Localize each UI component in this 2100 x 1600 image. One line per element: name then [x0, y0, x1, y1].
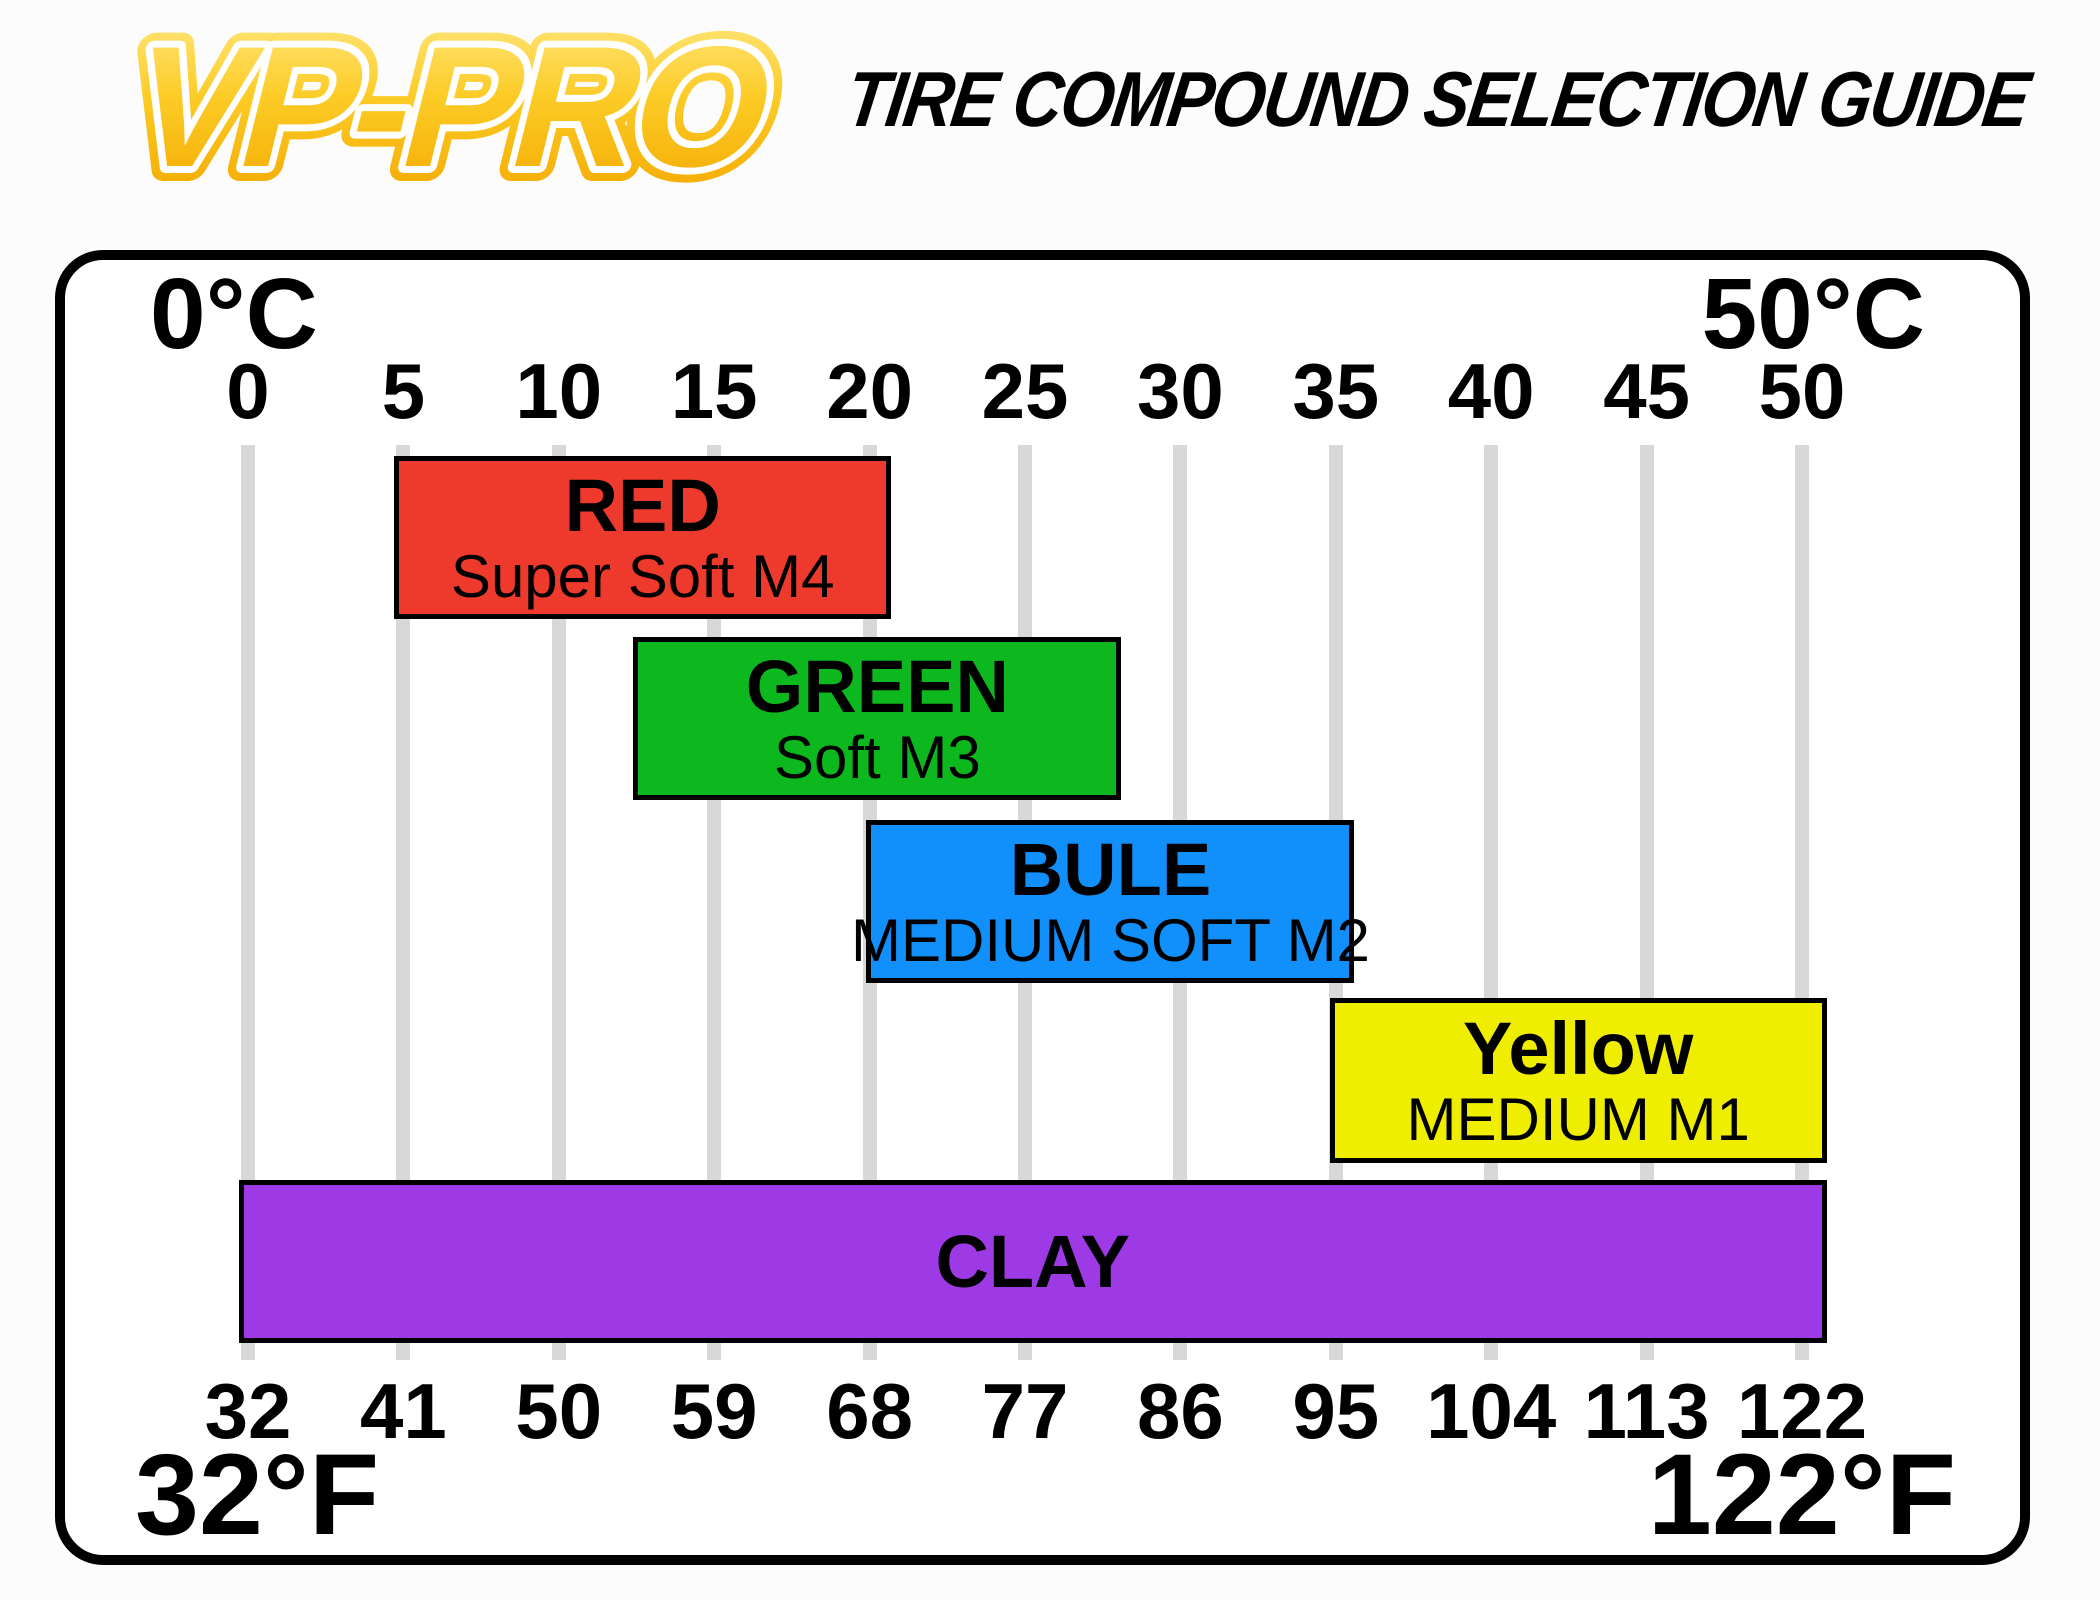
bar-name: BULE	[1009, 828, 1212, 912]
celsius-tick-label: 50	[1758, 347, 1846, 435]
fahrenheit-tick-label: 41	[360, 1367, 447, 1455]
celsius-tick-label: 20	[826, 347, 913, 435]
celsius-tick-label: 30	[1137, 347, 1224, 435]
fahrenheit-tick-label: 95	[1292, 1367, 1380, 1455]
chart-frame	[55, 250, 2030, 1565]
bar-name: GREEN	[745, 645, 1009, 729]
logo-outer-outline: VP-PRO	[113, 11, 790, 203]
compound-bar-bule: BULE MEDIUM SOFT M2	[851, 820, 1370, 983]
bar-subtitle: MEDIUM M1	[1406, 1085, 1750, 1153]
vp-pro-logo: VP-PRO VP-PRO VP-PRO	[98, 6, 805, 218]
fahrenheit-tick-label: 68	[826, 1367, 913, 1455]
logo-fill: VP-PRO	[113, 11, 790, 203]
fahrenheit-tick-label: 113	[1583, 1367, 1710, 1455]
celsius-tick-label: 45	[1603, 347, 1690, 435]
celsius-tick-label: 15	[670, 347, 758, 435]
bar-name: RED	[564, 464, 721, 548]
compound-bar-red: RED Super Soft M4	[394, 456, 892, 619]
fahrenheit-max-label: 122°F	[1647, 1431, 1956, 1559]
compound-bar-clay: CLAY	[238, 1180, 1827, 1343]
bar-subtitle: Soft M3	[773, 723, 981, 791]
celsius-tick-label: 10	[515, 347, 603, 435]
fahrenheit-tick-label: 86	[1137, 1367, 1224, 1455]
celsius-tick-label: 35	[1292, 347, 1380, 435]
bar-name: CLAY	[935, 1219, 1131, 1303]
fahrenheit-tick-label: 32	[204, 1367, 292, 1455]
fahrenheit-tick-label: 59	[670, 1367, 758, 1455]
gridline-10c	[551, 445, 566, 1360]
fahrenheit-tick-label: 77	[981, 1367, 1069, 1455]
fahrenheit-min-label: 32°F	[135, 1431, 380, 1559]
fahrenheit-tick-label: 50	[515, 1367, 603, 1455]
bar-name: Yellow	[1463, 1007, 1694, 1091]
celsius-tick-label: 25	[981, 347, 1069, 435]
logo-white-outline: VP-PRO	[113, 11, 790, 203]
celsius-tick-label: 5	[381, 347, 426, 435]
bar-subtitle: Super Soft M4	[450, 542, 835, 610]
compound-bar-green: GREEN Soft M3	[633, 637, 1122, 800]
celsius-max-label: 50°C	[1701, 258, 1925, 370]
fahrenheit-tick-label: 104	[1426, 1367, 1557, 1455]
gridline-0c	[241, 445, 255, 1360]
celsius-min-label: 0°C	[150, 258, 318, 370]
gridline-5c	[396, 445, 411, 1360]
celsius-tick-label: 40	[1447, 347, 1535, 435]
bar-subtitle: MEDIUM SOFT M2	[851, 906, 1370, 974]
page-title: TIRE COMPOUND SELECTION GUIDE	[841, 55, 2035, 143]
celsius-tick-label: 0	[226, 347, 270, 435]
compound-bar-yellow: Yellow MEDIUM M1	[1329, 998, 1827, 1163]
fahrenheit-tick-label: 122	[1736, 1367, 1868, 1455]
